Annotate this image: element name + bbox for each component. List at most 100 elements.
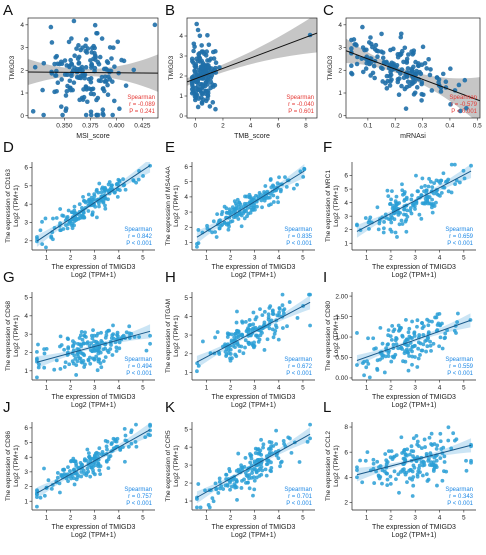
- data-point-f-130: [388, 217, 393, 222]
- data-point-i-126: [440, 321, 444, 326]
- data-point-e-169: [217, 226, 222, 231]
- y-axis-label-c: TMIGD3: [327, 55, 334, 80]
- data-point-c-156: [384, 73, 390, 79]
- data-point-g-98: [71, 361, 76, 366]
- data-point-l-134: [358, 458, 363, 463]
- data-point-g-155: [82, 333, 87, 338]
- regression-line-d: [36, 165, 151, 242]
- data-point-g-51: [62, 347, 67, 352]
- data-point-c-54: [456, 82, 462, 88]
- data-point-g-168: [97, 346, 102, 351]
- data-point-e-138: [235, 197, 240, 202]
- data-point-h-161: [224, 354, 229, 358]
- data-point-a-146: [105, 92, 111, 97]
- stat-r-c: r = -0.579: [451, 102, 478, 108]
- data-point-i-63: [424, 349, 428, 354]
- data-point-f-135: [386, 194, 391, 199]
- data-point-l-133: [416, 444, 421, 449]
- data-point-i-109: [405, 349, 410, 354]
- x-tick-label-f-1: 2: [389, 255, 393, 262]
- data-point-k-134: [269, 466, 274, 470]
- data-point-g-156: [92, 349, 97, 353]
- data-point-j-101: [146, 432, 151, 437]
- data-point-b-161: [194, 21, 199, 27]
- confidence-band-i: [356, 313, 471, 366]
- data-point-d-137: [97, 181, 102, 186]
- data-point-d-122: [102, 186, 107, 191]
- data-point-l-162: [405, 480, 409, 485]
- panel-a: A 0.350 0.375 0.400 0.425 0 1 2 3 4 MSI_score TMIGD…: [3, 2, 159, 140]
- data-point-j-44: [85, 466, 90, 471]
- data-point-k-101: [245, 474, 250, 479]
- data-point-f-150: [405, 208, 410, 213]
- data-point-k-141: [213, 481, 218, 486]
- y-tick-label-k-2: 3: [184, 462, 188, 469]
- data-point-f-45: [392, 217, 397, 222]
- data-point-h-135: [237, 344, 242, 348]
- data-point-k-125: [257, 474, 262, 478]
- stat-p-g: P < 0.001: [126, 371, 152, 377]
- data-point-f-169: [424, 188, 429, 193]
- data-point-l-38: [431, 460, 436, 465]
- y-tick-label-j-5: 6: [24, 425, 28, 432]
- data-point-i-27: [410, 319, 414, 324]
- data-point-e-159: [268, 178, 273, 182]
- data-point-l-45: [451, 431, 456, 436]
- panel-letter-h: H: [165, 269, 176, 286]
- data-point-l-112: [419, 460, 424, 465]
- y-tick-label-c-2: 2: [338, 67, 342, 74]
- data-point-a-82: [54, 88, 59, 94]
- data-point-g-39: [111, 323, 115, 328]
- data-point-b-162: [195, 27, 201, 33]
- data-point-a-150: [55, 61, 60, 67]
- data-point-i-32: [428, 339, 433, 344]
- data-point-i-154: [404, 343, 409, 347]
- data-point-i-100: [443, 331, 448, 336]
- data-point-g-148: [36, 342, 40, 347]
- regression-line-i: [356, 319, 471, 361]
- data-point-b-72: [205, 32, 210, 38]
- plot-area-f: [355, 162, 473, 239]
- data-point-g-53: [62, 365, 67, 369]
- data-point-j-128: [72, 476, 76, 481]
- data-point-c-50: [405, 79, 411, 84]
- data-point-d-151: [92, 197, 97, 202]
- data-point-j-164: [35, 492, 39, 497]
- data-point-l-2: [419, 446, 424, 451]
- data-point-k-50: [289, 450, 294, 455]
- data-point-d-157: [86, 199, 90, 204]
- y-tick-label-k-4: 5: [184, 426, 188, 433]
- regression-line-a: [28, 71, 158, 74]
- data-point-l-9: [385, 483, 390, 488]
- data-point-k-139: [278, 464, 282, 469]
- data-point-f-44: [449, 162, 454, 167]
- data-point-h-146: [273, 329, 278, 333]
- data-point-i-9: [416, 356, 421, 361]
- data-point-j-108: [109, 442, 114, 447]
- data-point-g-110: [79, 342, 83, 347]
- data-point-j-151: [123, 438, 128, 443]
- x-tick-label-e-0: 1: [205, 255, 209, 262]
- data-point-c-101: [457, 108, 463, 114]
- data-point-f-134: [430, 197, 435, 202]
- x-axis-sublabel-d: Log2 (TPM+1): [71, 272, 116, 279]
- panel-letter-c: C: [323, 2, 334, 19]
- data-point-k-112: [224, 477, 229, 481]
- y-tick-label-a-4: 4: [20, 22, 24, 29]
- data-point-i-93: [435, 328, 440, 332]
- data-point-b-129: [199, 101, 205, 106]
- x-axis-label-k: The expression of TMIGD3: [212, 524, 296, 531]
- data-point-f-68: [452, 162, 457, 167]
- data-point-k-152: [252, 466, 257, 471]
- data-point-i-61: [415, 318, 420, 323]
- data-point-h-154: [268, 304, 273, 309]
- data-point-j-41: [68, 469, 72, 473]
- data-point-a-169: [110, 79, 115, 84]
- data-point-a-162: [83, 65, 89, 70]
- data-point-g-25: [114, 349, 119, 353]
- x-tick-label-f-3: 4: [438, 255, 442, 262]
- data-point-f-159: [408, 208, 413, 213]
- data-point-i-150: [407, 354, 412, 358]
- data-point-g-28: [35, 375, 39, 380]
- data-point-l-141: [421, 463, 425, 468]
